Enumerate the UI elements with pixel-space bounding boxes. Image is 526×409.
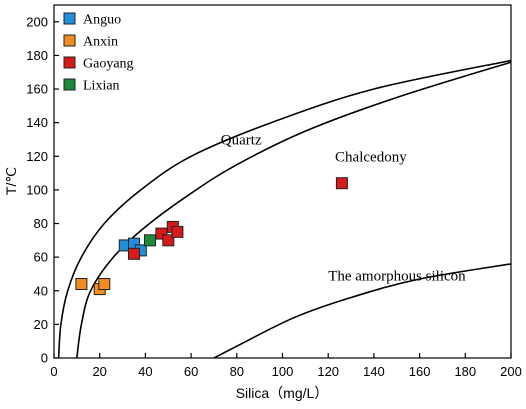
x-tick-label: 0 bbox=[50, 364, 57, 379]
legend-marker-anxin bbox=[63, 34, 76, 47]
x-axis-title: Silica（mg/L） bbox=[236, 385, 329, 401]
y-tick-label: 140 bbox=[26, 115, 48, 130]
x-tick-label: 200 bbox=[500, 364, 522, 379]
y-tick-label: 180 bbox=[26, 48, 48, 63]
x-tick-label: 40 bbox=[138, 364, 152, 379]
legend: Anguo Anxin Gaoyang Lixian bbox=[63, 12, 134, 94]
curve-label-quartz: Quartz bbox=[221, 133, 262, 149]
point-gaoyang bbox=[128, 247, 140, 260]
y-tick-label: 160 bbox=[26, 82, 48, 97]
legend-label-gaoyang: Gaoyang bbox=[83, 57, 134, 72]
curve-chalcedony bbox=[76, 61, 512, 359]
y-tick-label: 120 bbox=[26, 149, 48, 164]
y-tick-label: 80 bbox=[34, 216, 48, 231]
y-tick-label: 60 bbox=[34, 250, 48, 265]
point-gaoyang bbox=[155, 227, 168, 240]
x-tick-label: 100 bbox=[272, 364, 294, 379]
y-tick-label: 200 bbox=[26, 14, 48, 29]
legend-label-lixian: Lixian bbox=[83, 79, 120, 94]
y-axis-title: T/℃ bbox=[3, 167, 19, 195]
point-anxin bbox=[98, 278, 111, 290]
legend-marker-gaoyang bbox=[63, 56, 76, 69]
curve-quartz bbox=[57, 59, 512, 359]
y-tick-label: 100 bbox=[26, 182, 48, 197]
y-tick-label: 20 bbox=[34, 317, 48, 332]
legend-label-anxin: Anxin bbox=[83, 35, 118, 50]
point-anxin bbox=[75, 278, 88, 290]
x-tick-label: 180 bbox=[454, 364, 476, 379]
x-tick-label: 60 bbox=[184, 364, 198, 379]
point-gaoyang bbox=[335, 177, 348, 190]
x-tick-label: 120 bbox=[317, 364, 339, 379]
x-tick-label: 20 bbox=[92, 364, 106, 379]
x-tick-label: 80 bbox=[230, 364, 244, 379]
legend-marker-anguo bbox=[63, 12, 76, 25]
y-tick-label: 40 bbox=[34, 283, 48, 298]
x-tick-label: 140 bbox=[363, 364, 385, 379]
curve-label-chalcedony: Chalcedony bbox=[335, 149, 407, 165]
point-lixian bbox=[144, 234, 156, 247]
x-tick-label: 160 bbox=[409, 364, 431, 379]
point-gaoyang bbox=[162, 234, 175, 247]
curve-the-amorphous-silicon bbox=[213, 263, 512, 359]
legend-label-anguo: Anguo bbox=[83, 13, 121, 28]
point-gaoyang bbox=[171, 225, 184, 238]
y-tick-label: 0 bbox=[41, 351, 48, 366]
curve-label-the-amorphous-silicon: The amorphous silicon bbox=[328, 269, 466, 285]
legend-marker-lixian bbox=[63, 78, 76, 91]
